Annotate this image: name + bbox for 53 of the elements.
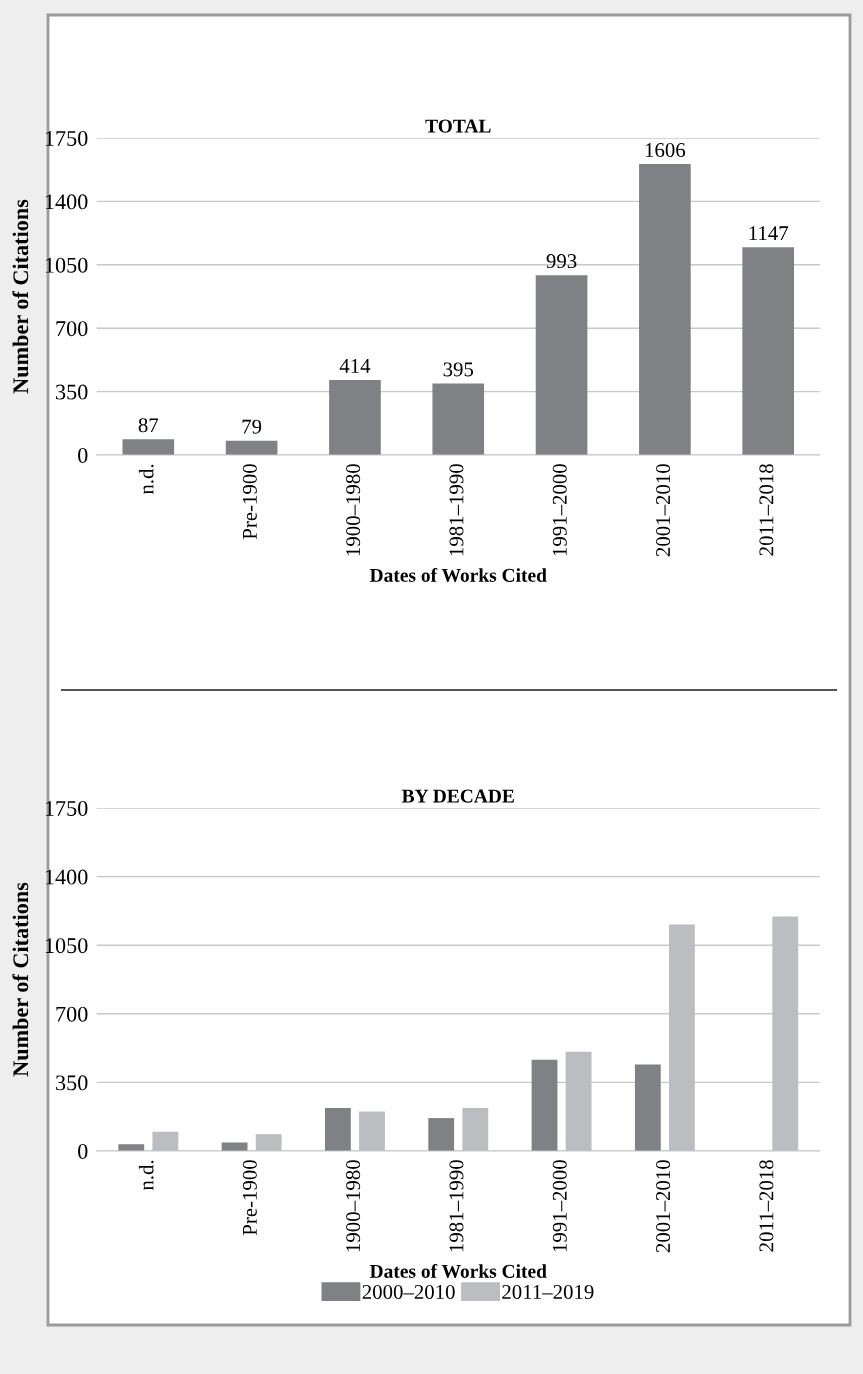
bar	[742, 247, 795, 455]
x-tick-label: 2011–2018	[759, 464, 774, 556]
data-label: 993	[546, 254, 577, 269]
y-axis-title: Number of Citations	[12, 882, 29, 1077]
x-tick-label: 1991–2000	[552, 464, 567, 556]
y-tick-label: 0	[78, 447, 88, 463]
y-tick-label: 1400	[45, 869, 88, 885]
x-tick-label: n.d.	[138, 464, 154, 495]
x-tick-label: Pre-1900	[242, 1160, 257, 1236]
y-axis-title: Number of Citations	[12, 199, 29, 394]
y-tick-label: 1750	[45, 800, 88, 816]
x-tick-label: 2001–2010	[656, 464, 671, 557]
y-tick-label: 700	[56, 321, 88, 337]
data-label: 1147	[749, 226, 789, 241]
legend-label: 2000–2010	[362, 1284, 455, 1299]
bar	[324, 1107, 351, 1151]
y-tick-label: 350	[56, 1075, 88, 1091]
x-tick-label: 1900–1980	[346, 464, 361, 556]
bar	[535, 275, 588, 455]
chart-title: TOTAL	[425, 119, 491, 133]
data-label: 1606	[645, 143, 686, 158]
x-tick-label: 1991–2000	[552, 1160, 567, 1252]
y-tick-label: 1400	[45, 194, 88, 210]
x-tick-label: 2011–2018	[759, 1160, 774, 1252]
bar	[225, 440, 278, 455]
x-tick-label: 1981–1990	[449, 464, 464, 556]
data-label: 79	[242, 419, 262, 434]
data-label: 395	[443, 362, 474, 377]
bar	[118, 1144, 145, 1151]
data-label: 87	[138, 418, 159, 433]
y-tick-label: 700	[56, 1006, 88, 1022]
data-label: 414	[339, 359, 371, 373]
y-tick-label: 350	[56, 384, 88, 400]
x-axis-title: Dates of Works Cited	[369, 568, 547, 582]
legend-label: 2011–2019	[502, 1284, 594, 1299]
x-axis-title: Dates of Works Cited	[369, 1264, 547, 1278]
x-tick-label: 1900–1980	[346, 1160, 361, 1252]
x-tick-label: Pre-1900	[242, 464, 257, 540]
y-tick-label: 0	[78, 1143, 88, 1159]
bar	[531, 1059, 558, 1151]
x-tick-label: 1981–1990	[449, 1160, 464, 1252]
bar	[428, 1118, 455, 1151]
bar	[634, 1064, 661, 1151]
bar	[432, 383, 485, 455]
bar	[329, 380, 381, 455]
y-tick-label: 1750	[45, 130, 88, 146]
x-tick-label: n.d.	[138, 1160, 154, 1191]
y-tick-label: 1050	[45, 257, 88, 273]
bar	[639, 164, 691, 455]
chart-title: BY DECADE	[401, 789, 514, 803]
y-tick-label: 1050	[45, 938, 88, 954]
bar	[122, 439, 175, 455]
x-tick-label: 2001–2010	[656, 1160, 671, 1253]
